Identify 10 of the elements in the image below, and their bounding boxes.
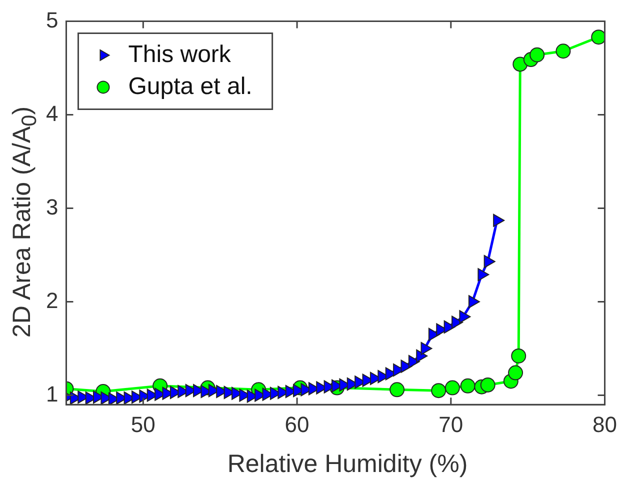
y-tick-label: 4	[46, 100, 58, 126]
x-tick-label: 80	[592, 412, 618, 437]
y-tick-label: 5	[46, 7, 58, 32]
x-tick-label: 70	[438, 412, 464, 437]
y-tick-label: 1	[46, 381, 58, 406]
x-tick-label: 50	[130, 412, 156, 437]
x-tick-label: 60	[284, 412, 310, 437]
x-axis-title: Relative Humidity (%)	[226, 450, 469, 479]
y-tick-label: 2	[46, 288, 58, 313]
y-tick-label: 3	[46, 194, 58, 220]
